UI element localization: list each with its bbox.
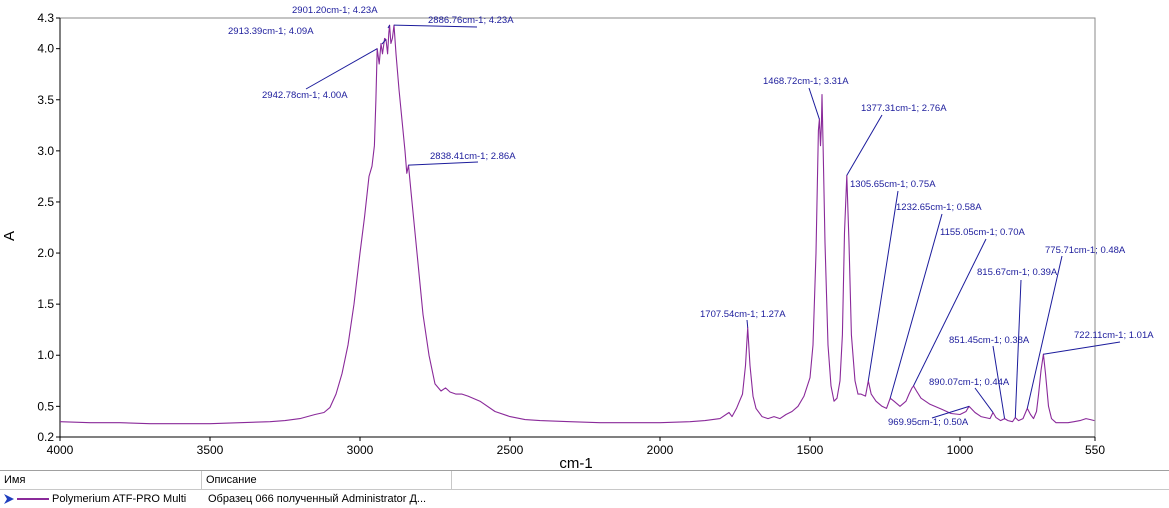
y-tick-label: 1.0 bbox=[37, 348, 54, 362]
x-axis-title: cm-1 bbox=[559, 455, 592, 470]
peak-annotation-label: 1377.31cm-1; 2.76A bbox=[861, 103, 947, 114]
annotation-leader-line bbox=[931, 405, 970, 419]
annotation-leader-line bbox=[1026, 255, 1063, 409]
peak-annotation-label: 2838.41cm-1; 2.86A bbox=[430, 151, 516, 162]
legend-cell-description: Образец 066 полученный Administrator Д..… bbox=[208, 493, 427, 505]
x-axis-ticks: 4000 3500 3000 2500 2000 1500 1000 550 bbox=[47, 437, 1105, 457]
legend-header: Имя Описание bbox=[0, 471, 1169, 490]
annotation-leader-line bbox=[393, 24, 478, 28]
x-tick-label: 2000 bbox=[647, 443, 674, 457]
annotation-leader-line bbox=[305, 48, 378, 90]
x-tick-label: 3000 bbox=[347, 443, 374, 457]
peak-annotation-label: 775.71cm-1; 0.48A bbox=[1045, 245, 1126, 256]
peak-annotation-label: 969.95cm-1; 0.50A bbox=[888, 417, 969, 428]
annotation-leader-line bbox=[408, 161, 479, 166]
spectrum-chart: 0.2 0.5 1.0 1.5 2.0 2.5 3.0 3.5 4.0 4.3 4000 3500 3… bbox=[1, 5, 1154, 470]
peak-annotation-label: 1232.65cm-1; 0.58A bbox=[896, 202, 982, 213]
column-header-description[interactable]: Описание bbox=[202, 471, 452, 489]
x-tick-label: 2500 bbox=[497, 443, 524, 457]
y-tick-label: 3.5 bbox=[37, 93, 54, 107]
peak-annotation-label: 2942.78cm-1; 4.00A bbox=[262, 90, 348, 101]
peak-annotation-label: 815.67cm-1; 0.39A bbox=[977, 267, 1058, 278]
annotation-leader-line bbox=[867, 190, 899, 381]
annotation-leader-line bbox=[1014, 279, 1022, 418]
legend-cell-name: Polymerium ATF-PRO Multi bbox=[0, 490, 202, 508]
annotation-leader-line bbox=[889, 213, 943, 399]
y-tick-label: 4.3 bbox=[37, 11, 54, 25]
peak-annotation-label: 1468.72cm-1; 3.31A bbox=[763, 76, 849, 87]
peak-annotation-label: 1155.05cm-1; 0.70A bbox=[940, 227, 1026, 238]
peak-annotation-label: 890.07cm-1; 0.44A bbox=[929, 377, 1010, 388]
x-tick-label: 4000 bbox=[47, 443, 74, 457]
peak-annotation-label: 2901.20cm-1; 4.23A bbox=[292, 5, 378, 16]
y-tick-label: 3.0 bbox=[37, 144, 54, 158]
annotation-leader-line bbox=[387, 24, 391, 29]
peak-annotations: 2901.20cm-1; 4.23A 2886.76cm-1; 4.23A 2913… bbox=[228, 5, 1154, 428]
y-tick-label: 0.5 bbox=[37, 399, 54, 413]
peak-annotation-label: 2886.76cm-1; 4.23A bbox=[428, 15, 514, 26]
legend-table: Имя Описание Polymerium ATF-PRO Multi Об… bbox=[0, 470, 1169, 508]
annotation-leader-line bbox=[913, 238, 987, 387]
chart-axes bbox=[59, 17, 1096, 438]
y-axis-ticks: 0.2 0.5 1.0 1.5 2.0 2.5 3.0 3.5 4.0 4.3 bbox=[37, 11, 60, 444]
series-color-swatch bbox=[17, 498, 49, 500]
annotation-leader-line bbox=[1043, 341, 1121, 355]
spectrum-line bbox=[59, 24, 1095, 425]
y-axis-title: A bbox=[1, 231, 18, 241]
y-tick-label: 1.5 bbox=[37, 297, 54, 311]
annotation-leader-line bbox=[808, 87, 820, 120]
peak-annotation-label: 851.45cm-1; 0.38A bbox=[949, 335, 1030, 346]
series-layer bbox=[59, 24, 1095, 425]
annotation-leader-line bbox=[746, 319, 749, 328]
x-tick-label: 550 bbox=[1085, 443, 1105, 457]
play-arrow-icon bbox=[4, 494, 14, 504]
peak-annotation-label: 1707.54cm-1; 1.27A bbox=[700, 309, 786, 320]
x-tick-label: 1000 bbox=[947, 443, 974, 457]
peak-annotation-label: 1305.65cm-1; 0.75A bbox=[850, 179, 936, 190]
annotation-leader-line bbox=[992, 345, 1006, 419]
legend-row[interactable]: Polymerium ATF-PRO Multi Образец 066 пол… bbox=[0, 490, 1169, 508]
y-tick-label: 4.0 bbox=[37, 42, 54, 56]
y-tick-label: 2.5 bbox=[37, 195, 54, 209]
peak-annotation-label: 2913.39cm-1; 4.09A bbox=[228, 26, 314, 37]
annotation-leader-line bbox=[974, 387, 994, 413]
x-tick-label: 3500 bbox=[197, 443, 224, 457]
annotation-leader-line bbox=[846, 114, 883, 176]
y-tick-label: 2.0 bbox=[37, 246, 54, 260]
y-tick-label: 0.2 bbox=[37, 430, 54, 444]
annotation-leader-line bbox=[381, 39, 387, 45]
x-tick-label: 1500 bbox=[797, 443, 824, 457]
column-header-name[interactable]: Имя bbox=[0, 471, 202, 489]
peak-annotation-label: 722.11cm-1; 1.01A bbox=[1074, 330, 1154, 341]
series-name: Polymerium ATF-PRO Multi bbox=[52, 493, 187, 505]
